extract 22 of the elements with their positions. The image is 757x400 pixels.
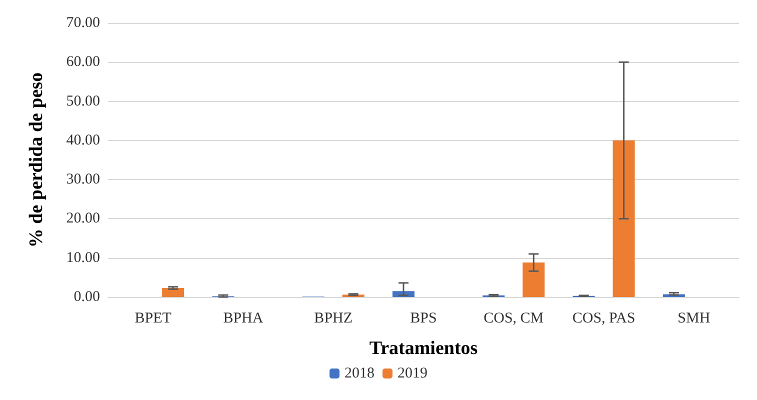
legend-label: 2019 [398,366,428,382]
x-tick-label: BPHA [223,310,264,326]
x-tick-label: SMH [678,310,710,326]
y-tick-label: 50.00 [66,93,100,110]
bar [162,288,184,297]
y-tick-label: 10.00 [66,250,100,266]
x-axis-title: Tratamientos [369,338,478,359]
legend-label: 2018 [344,366,374,382]
y-tick-label: 20.00 [66,210,100,227]
y-tick-label: 70.00 [66,15,100,31]
x-tick-label: BPS [410,310,437,326]
x-tick-label: COS, CM [484,310,544,326]
y-tick-label: 60.00 [66,54,100,70]
y-tick-label: 30.00 [66,172,100,188]
bar [522,262,545,297]
x-tick-label: BPHZ [314,310,353,326]
x-tick-label: BPET [134,310,172,326]
x-tick-label: COS, PAS [572,310,636,326]
y-tick-label: 40.00 [66,132,100,148]
y-tick-label: 0.00 [74,289,100,305]
y-axis-title: % de perdida de peso [26,72,47,248]
bar [612,140,635,297]
